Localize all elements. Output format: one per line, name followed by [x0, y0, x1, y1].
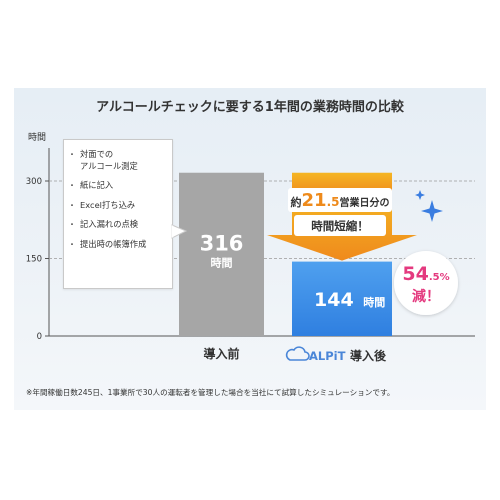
task-list: 対面での アルコール測定紙に記入 Excel打ち込み記入漏れの点検提出時の帳簿作成: [64, 140, 172, 250]
task-list-item: 対面での アルコール測定: [68, 149, 172, 172]
task-list-callout: 対面での アルコール測定紙に記入 Excel打ち込み記入漏れの点検提出時の帳簿作成: [63, 139, 173, 289]
category-label-before: 導入前: [203, 346, 239, 361]
task-list-item: Excel打ち込み: [68, 200, 172, 212]
savings-callout: 約21.5営業日分の 時間短縮！: [288, 188, 392, 236]
brand-name: ALPiT: [309, 349, 346, 363]
footnote: ※年間稼働日数245日、1事業所で30人の運転者を管理した場合を当社にて試算した…: [26, 388, 395, 397]
reduction-label: 減！: [412, 288, 440, 305]
cloud-icon: [285, 346, 310, 361]
bar-unit-before: 時間: [211, 255, 233, 269]
bar-after: [292, 261, 392, 336]
bar-unit-after: 時間: [363, 295, 385, 309]
reduction-badge: 54.5% 減！: [394, 251, 458, 315]
bar-before: [179, 172, 264, 336]
reduction-percent: 54.5%: [402, 263, 449, 285]
task-list-item: 提出時の帳簿作成: [68, 239, 172, 251]
task-list-item: 紙に記入: [68, 180, 172, 192]
category-label-after: 導入後: [350, 348, 387, 363]
y-axis-label: 時間: [28, 132, 46, 143]
chart-title: アルコールチェックに要する1年間の業務時間の比較: [96, 99, 405, 115]
sparkle-icon-small: [415, 190, 425, 200]
task-list-item: 記入漏れの点検: [68, 219, 172, 231]
category-label-after-group: ALPiT 導入後: [285, 346, 387, 363]
alpit-logo: ALPiT: [285, 346, 346, 363]
y-tick-label: 150: [26, 255, 42, 265]
savings-callout-line1-bg: [288, 188, 392, 212]
bar-value-before: 316: [200, 231, 244, 255]
savings-callout-line1: 約21.5営業日分の: [291, 190, 390, 211]
reduction-badge-circle: [394, 251, 458, 315]
savings-callout-line2-bg: [294, 215, 386, 236]
y-tick-label: 300: [26, 177, 42, 187]
y-tick-label: 0: [37, 332, 42, 342]
bar-value-after-group: 144 時間: [314, 289, 385, 311]
bar-value-after: 144: [314, 289, 354, 311]
sparkle-icon-large: [421, 200, 443, 222]
savings-callout-line2: 時間短縮！: [311, 219, 369, 233]
